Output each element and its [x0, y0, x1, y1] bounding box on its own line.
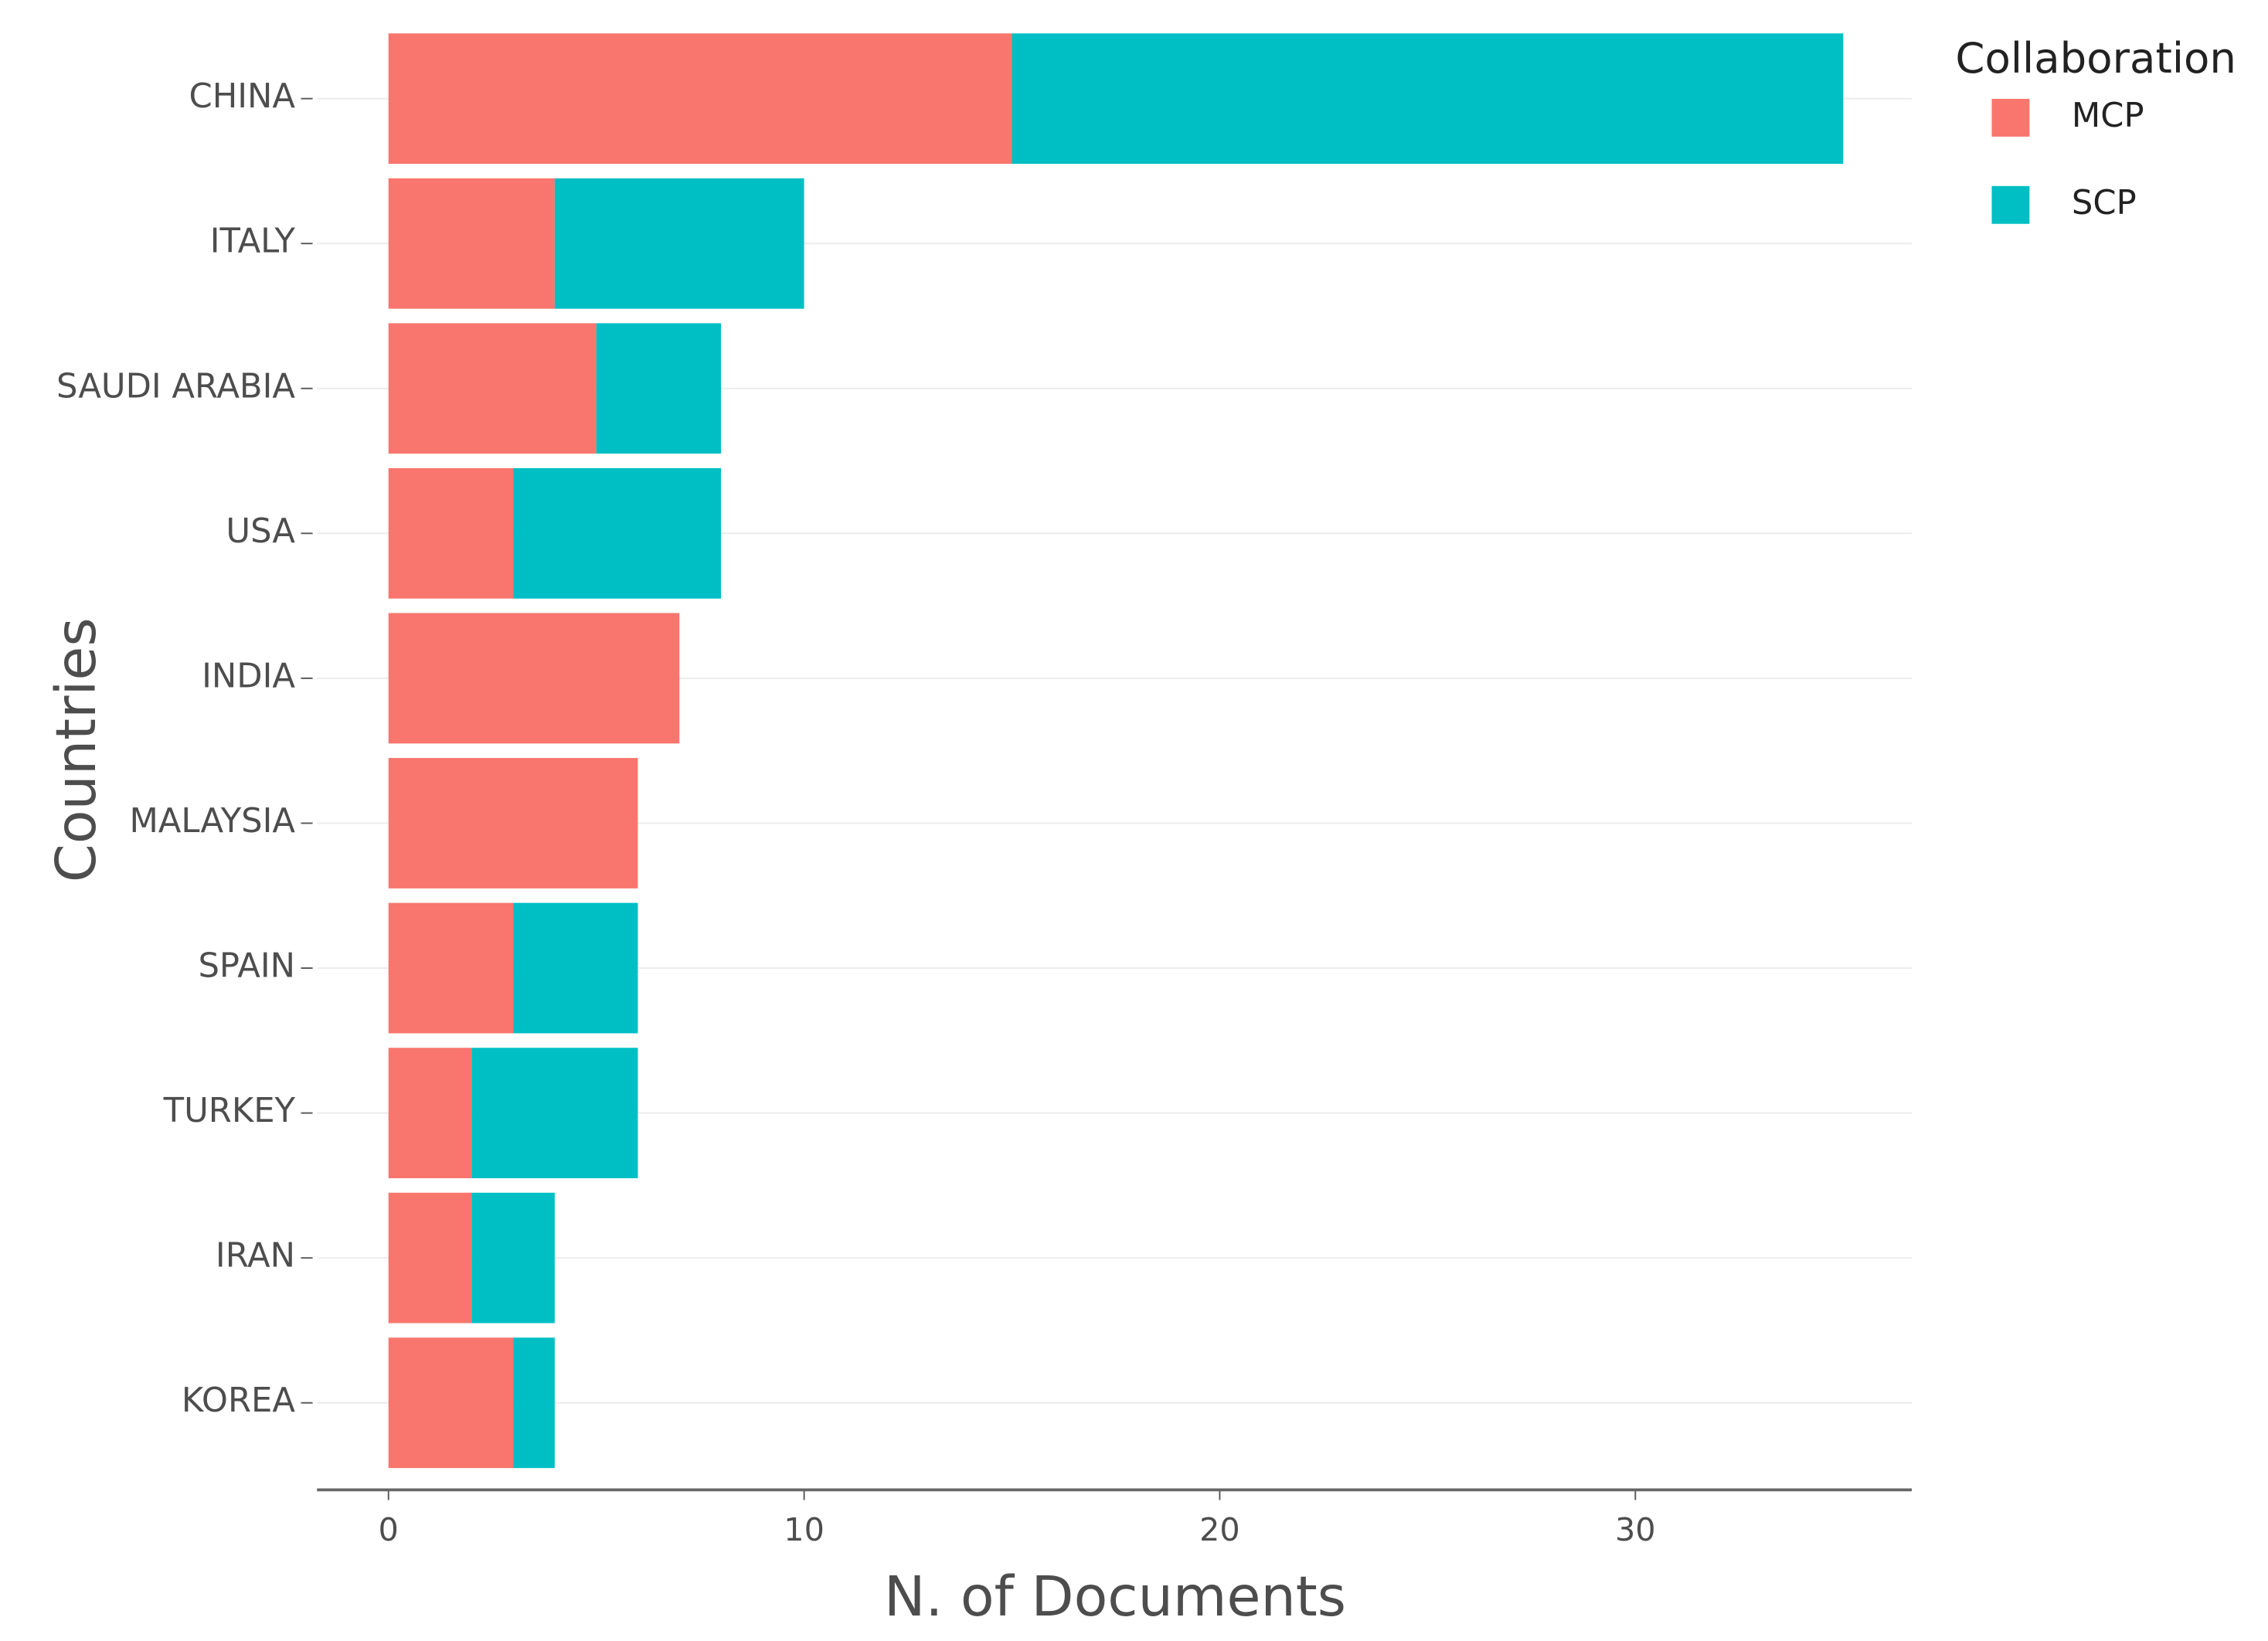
bar-segment [388, 1337, 514, 1469]
bar-segment [388, 613, 680, 744]
bar-segment [388, 33, 1012, 165]
x-tick-label: 30 [1615, 1511, 1656, 1548]
bar-segment [513, 467, 722, 599]
y-tick-label: TURKEY [163, 1092, 296, 1130]
legend-swatch [1991, 98, 2030, 137]
bar-segment [388, 902, 514, 1034]
bar-segment [388, 467, 514, 599]
bar-segment [554, 178, 804, 309]
legend-title: Collaboration [1955, 33, 2236, 83]
y-tick-label: CHINA [189, 77, 296, 116]
bar-segment [513, 1337, 555, 1469]
y-tick-label: ITALY [210, 223, 296, 261]
y-tick-label: SAUDI ARABIA [56, 367, 295, 406]
x-tick-label: 10 [784, 1511, 825, 1548]
bar-segment [471, 1192, 555, 1323]
y-tick-label: USA [226, 512, 295, 551]
y-tick-label: KOREA [182, 1381, 295, 1420]
bar-segment [388, 1192, 472, 1323]
bar-segment [1012, 33, 1844, 165]
bar-segment [388, 178, 555, 309]
legend-swatch [1991, 185, 2030, 224]
x-tick-label: 0 [379, 1511, 399, 1548]
bar-segment [388, 758, 638, 888]
bar-segment [388, 1048, 472, 1179]
bar-segment [513, 902, 638, 1034]
bar-segment [471, 1048, 638, 1179]
legend-label: SCP [2072, 184, 2137, 223]
y-tick-label: MALAYSIA [129, 802, 295, 841]
x-tick-label: 20 [1199, 1511, 1240, 1548]
y-tick-label: IRAN [216, 1237, 295, 1276]
y-tick-label: SPAIN [198, 947, 295, 986]
bar-segment [596, 323, 722, 454]
bar-segment [388, 323, 597, 454]
x-axis-title: N. of Documents [884, 1565, 1346, 1629]
y-tick-label: INDIA [202, 657, 295, 695]
y-axis-title: Countries [44, 617, 108, 882]
legend-label: MCP [2072, 97, 2144, 135]
